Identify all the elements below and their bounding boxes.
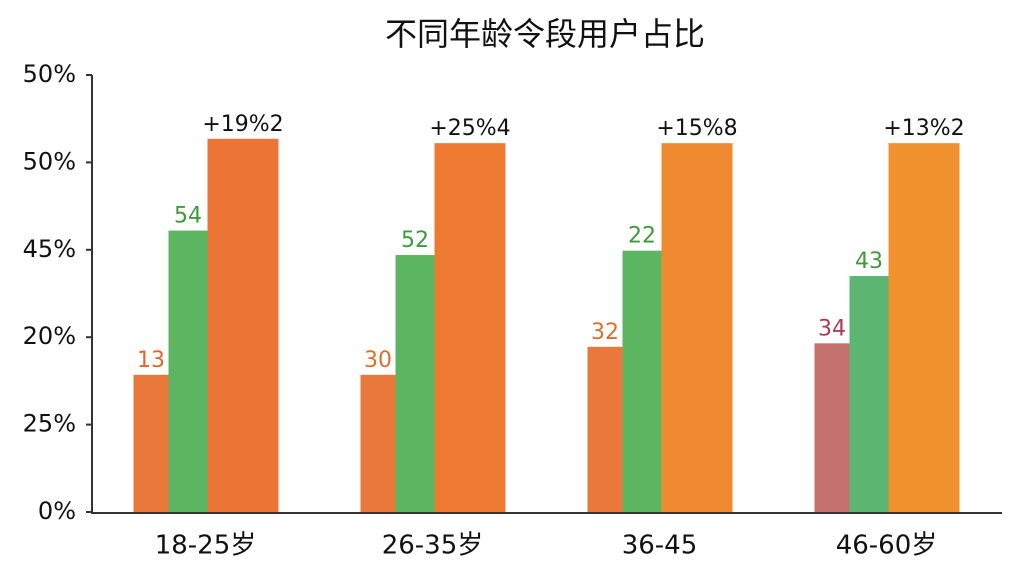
y-tick-label: 0% [38,497,76,525]
bar-annotation: +19%2 [202,112,283,137]
bar [814,343,850,512]
bar [661,143,733,512]
bar [168,230,208,512]
bar [888,143,960,512]
x-tick-label: 18-25岁 [155,531,257,561]
y-tick-label: 50% [23,60,76,88]
bar-annotation: 34 [818,316,846,341]
y-tick-label: 20% [23,322,76,350]
bar-annotation: 43 [855,249,883,274]
y-tick-label: 50% [23,147,76,175]
bar-annotation: 13 [137,348,165,373]
bar-annotation: 32 [591,320,619,345]
x-tick-label: 26-35岁 [382,531,484,561]
bar-annotation: 54 [174,204,202,229]
y-tick-label: 25% [23,410,76,438]
bar-annotation: 52 [401,228,429,253]
bar [434,143,506,512]
x-tick-label: 46-60岁 [836,531,938,561]
bar-annotation: +13%2 [883,116,964,141]
bar [587,346,623,512]
chart-title: 不同年龄令段用户占比 [385,15,705,53]
bar [395,255,435,512]
bar-annotation: +15%8 [656,116,737,141]
bar [849,276,889,512]
bar [622,250,662,512]
bar-annotation: +25%4 [429,116,510,141]
bar-annotation: 22 [628,224,656,249]
x-tick-label: 36-45 [622,531,698,561]
bar-annotation: 30 [364,348,392,373]
bar [133,374,169,512]
bar [360,374,396,512]
y-tick-label: 45% [23,235,76,263]
bar [207,138,279,512]
